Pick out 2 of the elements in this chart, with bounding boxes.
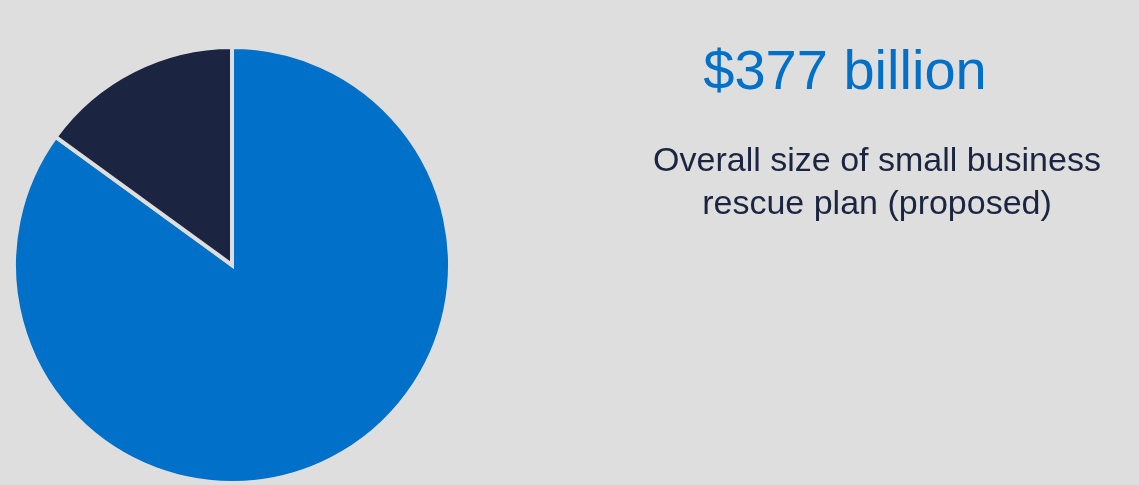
text: $377 billion [702, 38, 988, 102]
text: Overall size of small business rescue plan (proposed) [652, 139, 1102, 223]
